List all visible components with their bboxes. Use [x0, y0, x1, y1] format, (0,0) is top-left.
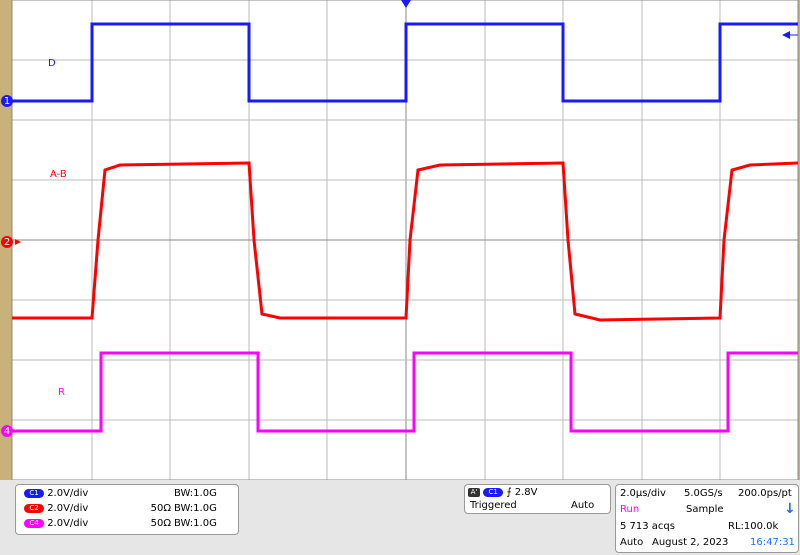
- bandwidth: BW:1.0G: [174, 518, 217, 529]
- channel-panel[interactable]: C1 2.0V/div BW:1.0G C2 2.0V/div 50Ω BW:1…: [15, 484, 239, 535]
- ch2-marker: [1, 236, 13, 248]
- graticule: 1 2 4 D A-B R: [1, 0, 799, 480]
- ch1-marker-text: 1: [4, 96, 10, 107]
- ch2-marker-text: 2: [4, 237, 10, 248]
- state: Triggered: [470, 500, 517, 511]
- scale: 2.0V/div: [47, 488, 89, 499]
- resolution: 200.0ps/pt: [738, 488, 792, 499]
- sweep: Auto: [571, 500, 595, 511]
- trace-label: A-B: [50, 169, 67, 180]
- scale: 2.0V/div: [47, 518, 89, 529]
- ch2-arrow: [15, 239, 21, 245]
- badge: C4: [24, 518, 44, 528]
- impedance: 50Ω: [150, 503, 171, 514]
- badge: C1: [24, 488, 44, 498]
- ch1-marker: [1, 95, 13, 107]
- timebase: 2.0µs/div: [620, 488, 666, 499]
- status-bar: C1 2.0V/div BW:1.0G C2 2.0V/div 50Ω BW:1…: [0, 480, 800, 555]
- badge: C1: [483, 487, 504, 497]
- acqs: 5 713 acqs: [620, 521, 675, 532]
- date: August 2, 2023: [652, 537, 729, 548]
- arrow-icon: ↓: [784, 501, 796, 517]
- bandwidth: BW:1.0G: [174, 503, 217, 514]
- trigger-level: [782, 31, 790, 39]
- scale: 2.0V/div: [47, 503, 89, 514]
- mode: Sample: [686, 504, 724, 515]
- trace-label: D: [48, 58, 56, 69]
- time: 16:47:31: [750, 537, 795, 548]
- trace-d: [12, 22, 798, 103]
- level: ⨍ 2.8V: [506, 487, 538, 498]
- impedance: 50Ω: [150, 518, 171, 529]
- run: Run: [620, 504, 640, 515]
- badge: A': [468, 487, 480, 497]
- ch4-marker: [1, 425, 13, 437]
- auto: Auto: [620, 537, 644, 548]
- trigger-panel[interactable]: A' C1 ⨍ 2.8V Triggered Auto: [464, 484, 611, 514]
- acquisition-panel[interactable]: 2.0µs/div 5.0GS/s 200.0ps/pt Run Sample …: [615, 484, 799, 553]
- trace-label: R: [58, 387, 65, 398]
- ch4-marker-text: 4: [4, 426, 10, 437]
- record-length: RL:100.0k: [728, 521, 779, 532]
- trace-a-b: [12, 161, 799, 322]
- sample-rate: 5.0GS/s: [684, 488, 723, 499]
- trigger-position: [401, 0, 411, 8]
- trace-r: [12, 351, 798, 433]
- bandwidth: BW:1.0G: [174, 488, 217, 499]
- badge: C2: [24, 503, 44, 513]
